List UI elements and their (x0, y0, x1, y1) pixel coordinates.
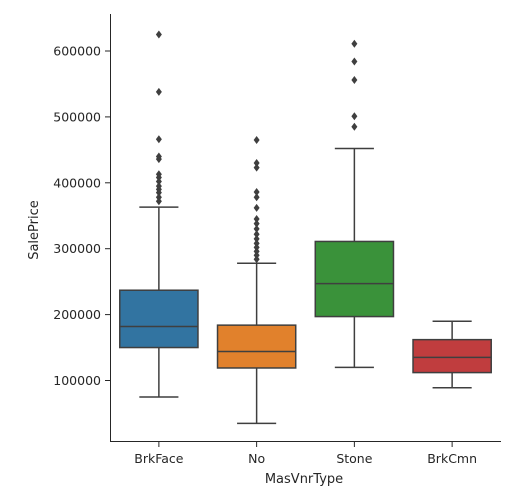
outlier-point (155, 197, 162, 206)
y-tick-label: 400000 (53, 175, 101, 190)
outlier-point (155, 30, 162, 39)
outlier-point (253, 193, 260, 202)
outlier-point (155, 135, 162, 144)
outlier-point (155, 177, 162, 186)
outlier-point (253, 135, 260, 144)
x-tick-label: Stone (336, 451, 372, 466)
outlier-point (253, 188, 260, 197)
outlier-point (253, 219, 260, 228)
y-axis-label: SalePrice (27, 200, 42, 260)
x-axis: BrkFace No Stone BrkCmn (110, 441, 501, 466)
y-tick-label: 600000 (53, 44, 101, 59)
x-ticks: BrkFace No Stone BrkCmn (134, 441, 477, 466)
outlier-point (351, 122, 358, 131)
y-tick-label: 100000 (53, 373, 101, 388)
outlier-point (253, 255, 260, 264)
x-tick-label: No (248, 451, 265, 466)
outlier-point (351, 75, 358, 84)
y-tick-label: 200000 (53, 307, 101, 322)
outlier-point (351, 112, 358, 121)
boxes (119, 30, 492, 425)
x-axis-label: MasVnrType (265, 472, 343, 487)
iqr-box (216, 324, 297, 369)
outlier-point (155, 155, 162, 164)
y-tick-label: 500000 (53, 109, 101, 124)
outlier-point (253, 215, 260, 224)
x-tick-label: BrkCmn (427, 451, 477, 466)
x-tick-label: BrkFace (134, 451, 184, 466)
outlier-point (155, 87, 162, 96)
iqr-box (412, 338, 492, 374)
box-no (216, 135, 297, 425)
outlier-point (253, 203, 260, 212)
outlier-point (253, 224, 260, 233)
outlier-point (155, 188, 162, 197)
box-stone (314, 39, 395, 369)
outlier-point (253, 163, 260, 172)
iqr-box (314, 240, 395, 318)
y-axis: 100000 200000 300000 400000 500000 600000 (53, 14, 111, 441)
outlier-point (351, 57, 358, 66)
outlier-point (253, 159, 260, 168)
outlier-point (351, 39, 358, 48)
box-brkcmn (412, 320, 492, 389)
y-tick-label: 300000 (53, 241, 101, 256)
outlier-point (253, 234, 260, 243)
iqr-box (119, 289, 199, 349)
box-brkface (119, 30, 199, 398)
outlier-point (253, 230, 260, 239)
y-ticks: 100000 200000 300000 400000 500000 600000 (53, 44, 111, 388)
